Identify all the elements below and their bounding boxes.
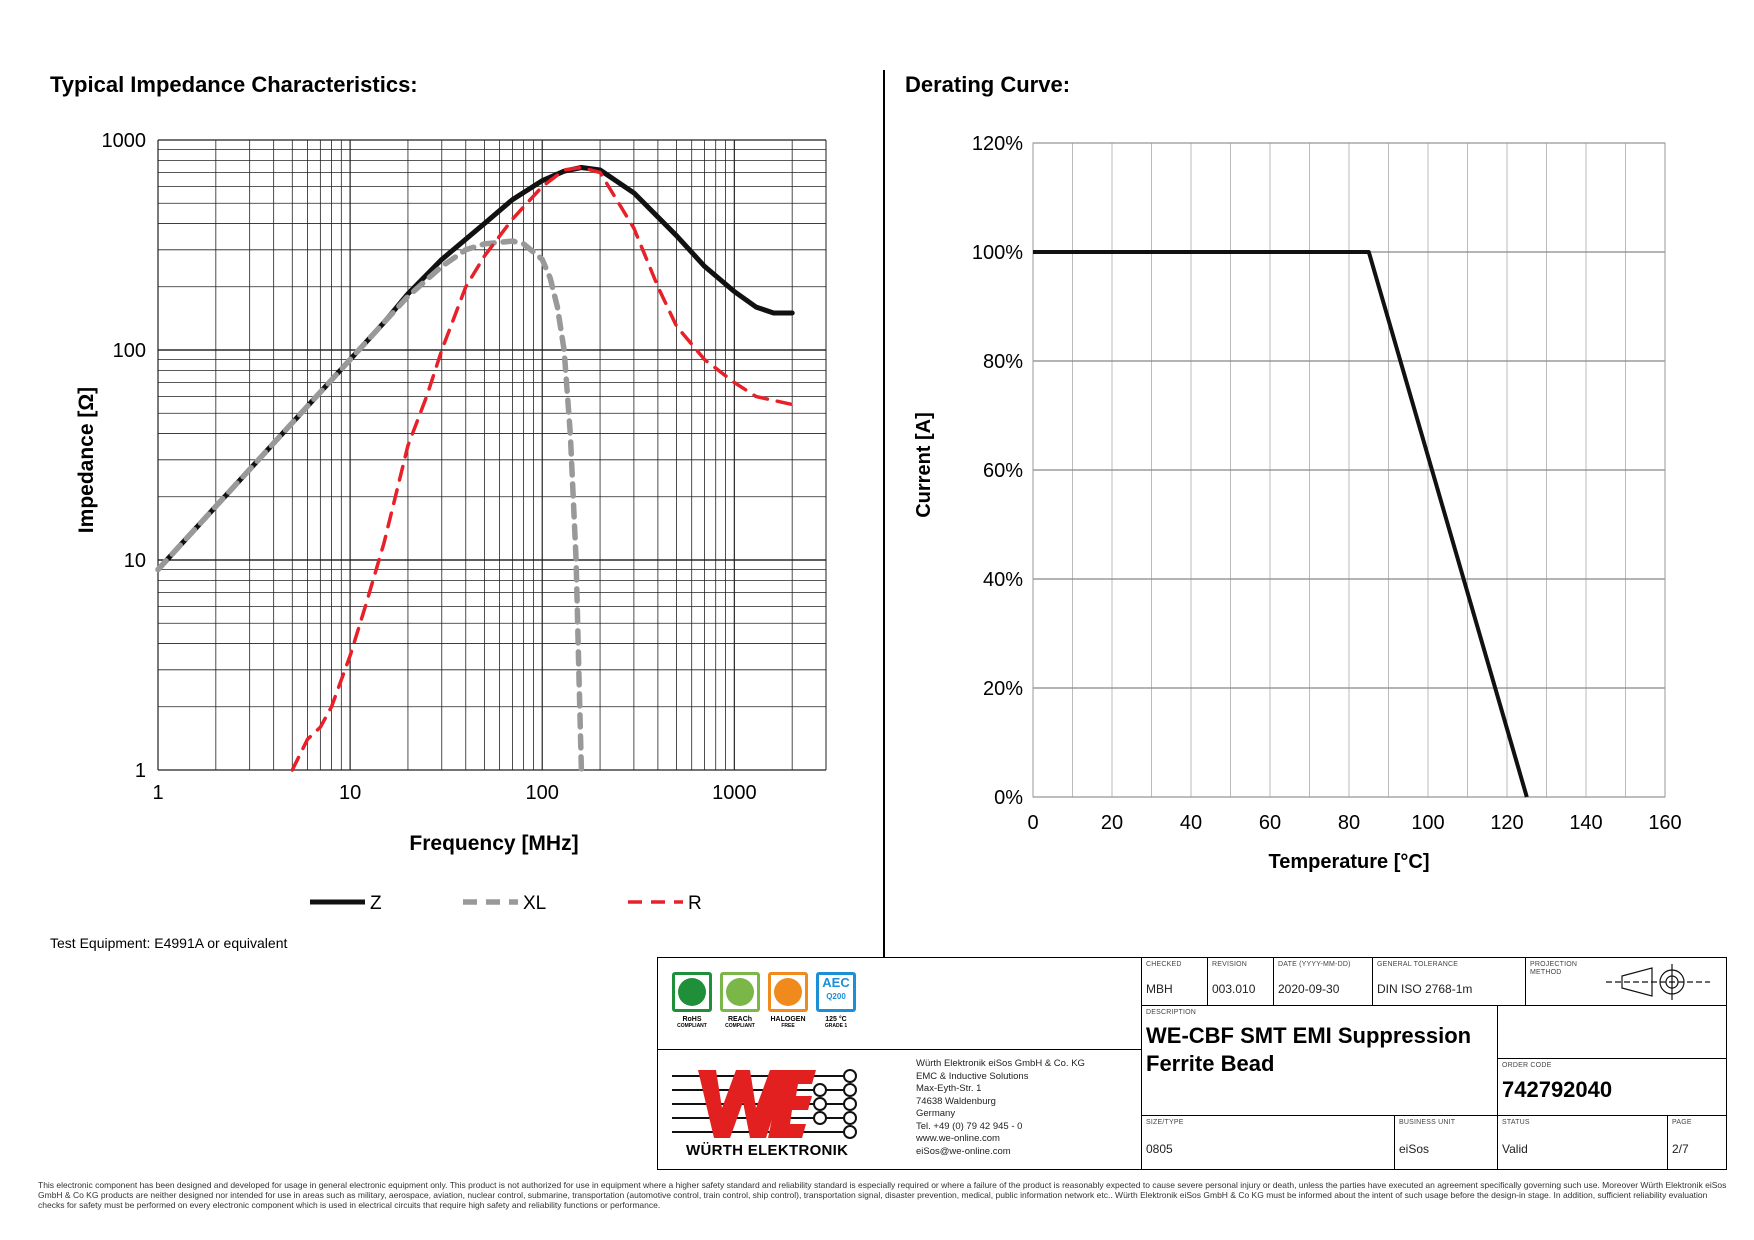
description-cell: DESCRIPTION WE-CBF SMT EMI Suppression F… (1142, 1006, 1498, 1116)
x-tick-label: 100 (526, 782, 559, 804)
halogen-icon (774, 978, 802, 1006)
size-value: 0805 (1146, 1142, 1173, 1156)
projection-cell: PROJECTION METHOD (1526, 958, 1726, 1006)
tolerance-value: DIN ISO 2768-1m (1377, 982, 1473, 996)
title-block: RoHS COMPLIANT REACh COMPLIANT HALOGEN FREE AE… (657, 957, 1727, 1170)
x-axis-label: Temperature [°C] (1269, 851, 1430, 873)
address-line: www.we-online.com (916, 1133, 1000, 1144)
x-tick-label: 1 (152, 782, 163, 804)
y-tick-label: 100 (113, 340, 146, 362)
derating-chart: 0 20 40 60 80 100 120 140 160 0% 20% 40% 60% 80% 100% 1… (913, 133, 1682, 873)
order-code-value: 742792040 (1502, 1077, 1613, 1102)
reach-badge-label: REACh COMPLIANT (725, 1016, 755, 1029)
order-code-cell: ORDER CODE 742792040 (1498, 1059, 1726, 1116)
address-line: Max-Eyth-Str. 1 (916, 1083, 982, 1094)
y-tick-label: 1000 (102, 130, 147, 152)
description-text: WE-CBF SMT EMI Suppression Ferrite Bead (1146, 1023, 1472, 1076)
y-axis-label: Impedance [Ω] (75, 387, 98, 533)
aec-icon: AEC Q200 (820, 976, 852, 1008)
projection-symbol-icon (1606, 964, 1710, 1000)
impedance-chart: 1 10 100 1000 1 10 100 1000 Frequency [MHz] Imped… (75, 130, 827, 914)
rohs-badge-label: RoHS COMPLIANT (677, 1016, 707, 1029)
reach-badge (720, 972, 760, 1012)
company-name: WÜRTH ELEKTRONIK (686, 1142, 849, 1159)
derating-line (1033, 250, 1529, 798)
rohs-badge (672, 972, 712, 1012)
y-tick-label: 0% (994, 787, 1023, 809)
y-tick-label: 60% (983, 460, 1023, 482)
address-line: 74638 Waldenburg (916, 1095, 996, 1107)
page-value: 2/7 (1672, 1142, 1689, 1156)
series-xl-line (155, 238, 585, 773)
tolerance-cell: GENERAL TOLERANCE DIN ISO 2768-1m (1373, 958, 1526, 1006)
reach-icon (726, 978, 754, 1006)
date-value: 2020-09-30 (1278, 982, 1340, 996)
legend-label-xl: XL (523, 893, 546, 914)
legal-disclaimer: This electronic component has been desig… (38, 1180, 1727, 1210)
x-tick-label: 40 (1180, 812, 1202, 834)
x-tick-label: 80 (1338, 812, 1360, 834)
checked-cell: CHECKED MBH (1142, 958, 1208, 1006)
y-axis-label: Current [A] (913, 412, 935, 518)
date-cell: DATE (YYYY-MM-DD) 2020-09-30 (1274, 958, 1373, 1006)
y-tick-label: 20% (983, 678, 1023, 700)
rohs-icon (678, 978, 706, 1006)
y-tick-label: 80% (983, 351, 1023, 373)
company-address: Würth Elektronik eiSos GmbH & Co. KG EMC … (916, 1058, 1085, 1158)
status-value: Valid (1502, 1142, 1528, 1156)
x-tick-label: 0 (1027, 812, 1038, 834)
checked-value: MBH (1146, 982, 1173, 996)
legend-label-r: R (688, 893, 702, 914)
blank-cell (1498, 1006, 1726, 1059)
x-tick-label: 60 (1259, 812, 1281, 834)
y-tick-label: 1 (135, 760, 146, 782)
series-z-line (155, 165, 795, 573)
legend-label-z: Z (370, 893, 382, 914)
halogen-badge-label: HALOGEN FREE (770, 1016, 806, 1029)
x-tick-label: 10 (339, 782, 361, 804)
size-cell: SIZE/TYPE 0805 (1142, 1116, 1395, 1170)
x-tick-label: 1000 (712, 782, 757, 804)
x-tick-label: 120 (1490, 812, 1523, 834)
address-line: EMC & Inductive Solutions (916, 1070, 1029, 1082)
page-cell: PAGE 2/7 (1672, 1119, 1692, 1156)
impedance-chart-heading: Typical Impedance Characteristics: (50, 72, 418, 97)
aec-badge: AEC Q200 (816, 972, 856, 1012)
address-line: eiSos@we-online.com (916, 1145, 1011, 1157)
y-tick-label: 10 (124, 550, 146, 572)
company-area: WÜRTH ELEKTRONIK Würth Elektronik eiSos … (658, 1050, 1142, 1170)
y-tick-label: 100% (972, 242, 1023, 264)
x-tick-label: 20 (1101, 812, 1123, 834)
address-line: Tel. +49 (0) 79 42 945 - 0 (916, 1120, 1023, 1132)
status-cell: STATUS Valid (1498, 1116, 1668, 1170)
impedance-grid (157, 139, 827, 771)
series-r-line (290, 165, 794, 772)
compliance-badges: RoHS COMPLIANT REACh COMPLIANT HALOGEN FREE AE… (658, 958, 1142, 1050)
revision-cell: REVISION 003.010 (1208, 958, 1274, 1006)
we-logo (672, 1069, 857, 1139)
derating-chart-heading: Derating Curve: (905, 72, 1071, 97)
business-unit-value: eiSos (1399, 1142, 1430, 1156)
y-tick-label: 120% (972, 133, 1023, 155)
x-tick-label: 160 (1648, 812, 1681, 834)
address-line: Germany (916, 1108, 956, 1119)
aec-badge-label: 125 °C GRADE 1 (824, 1016, 848, 1029)
derating-grid (1032, 142, 1666, 798)
x-tick-label: 100 (1411, 812, 1444, 834)
revision-value: 003.010 (1212, 982, 1256, 996)
x-tick-label: 140 (1569, 812, 1602, 834)
test-equipment-note: Test Equipment: E4991A or equivalent (50, 935, 288, 951)
address-line: Würth Elektronik eiSos GmbH & Co. KG (916, 1058, 1085, 1069)
vertical-divider (883, 70, 885, 958)
business-unit-cell: BUSINESS UNIT eiSos (1395, 1116, 1498, 1170)
x-axis-label: Frequency [MHz] (409, 832, 578, 855)
plot-frame (1032, 142, 1666, 798)
y-tick-label: 40% (983, 569, 1023, 591)
halogen-badge (768, 972, 808, 1012)
